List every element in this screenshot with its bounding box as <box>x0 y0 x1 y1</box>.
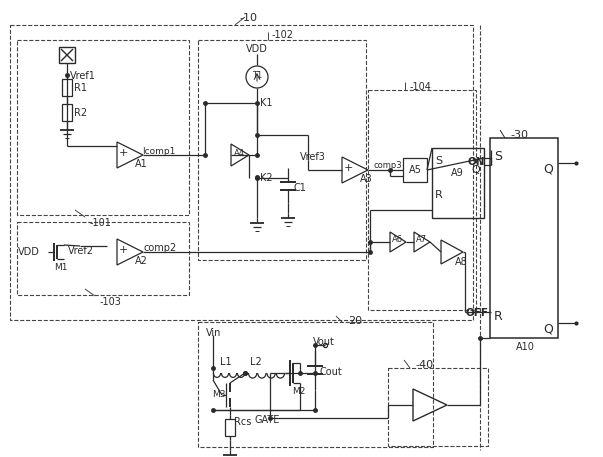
Text: ON: ON <box>467 157 484 167</box>
Bar <box>62 104 72 121</box>
Text: comp2: comp2 <box>143 243 176 253</box>
Bar <box>59 47 75 63</box>
Text: R1: R1 <box>74 83 87 93</box>
Bar <box>17 40 189 215</box>
Text: K1: K1 <box>260 98 273 108</box>
Text: Q: Q <box>471 165 480 175</box>
Text: VDD: VDD <box>246 44 268 54</box>
Bar <box>388 368 488 446</box>
Text: S: S <box>494 150 502 163</box>
Text: Vin: Vin <box>206 328 221 338</box>
Text: A7: A7 <box>415 235 426 244</box>
Text: Vout: Vout <box>313 337 335 347</box>
Bar <box>198 40 366 260</box>
Text: K2: K2 <box>260 173 273 183</box>
Text: M1: M1 <box>54 263 68 272</box>
Text: L2: L2 <box>250 357 262 367</box>
Text: Q: Q <box>543 163 553 176</box>
Bar <box>432 148 484 218</box>
Bar <box>10 25 473 320</box>
Text: A8: A8 <box>455 257 468 267</box>
Text: A9: A9 <box>450 168 463 178</box>
Text: -40: -40 <box>415 360 433 370</box>
Text: -30: -30 <box>510 130 528 140</box>
Bar <box>62 79 72 96</box>
Text: Vref3: Vref3 <box>300 152 326 162</box>
Bar <box>368 90 476 310</box>
Text: T1: T1 <box>252 71 262 80</box>
Text: A6: A6 <box>391 235 403 244</box>
Text: Vref1: Vref1 <box>70 71 96 81</box>
Text: R: R <box>435 190 443 200</box>
Text: M3: M3 <box>212 390 226 399</box>
Text: +: + <box>343 163 353 173</box>
Text: L1: L1 <box>220 357 232 367</box>
Text: A1: A1 <box>135 159 148 169</box>
Text: R2: R2 <box>74 108 87 118</box>
Text: A3: A3 <box>360 174 373 184</box>
Text: -102: -102 <box>272 30 294 40</box>
Text: Vref2: Vref2 <box>68 246 94 256</box>
Bar <box>17 222 189 295</box>
Text: A4: A4 <box>233 149 244 158</box>
Text: Rcs: Rcs <box>234 417 251 427</box>
Text: Q: Q <box>543 323 553 336</box>
Text: 20: 20 <box>348 316 362 326</box>
Text: OFF: OFF <box>466 308 489 318</box>
Text: C1: C1 <box>293 183 306 193</box>
Text: Cout: Cout <box>319 367 342 377</box>
Text: R: R <box>494 310 503 323</box>
Text: -104: -104 <box>410 82 432 92</box>
Text: S: S <box>435 156 442 166</box>
Text: +: + <box>118 148 128 158</box>
Text: Icomp1: Icomp1 <box>142 147 175 156</box>
Text: +: + <box>118 245 128 255</box>
Text: M2: M2 <box>292 387 305 396</box>
Text: -101: -101 <box>90 218 112 228</box>
Text: -103: -103 <box>100 297 122 307</box>
Bar <box>403 158 427 182</box>
Text: A10: A10 <box>516 342 534 352</box>
Text: -10: -10 <box>239 13 257 23</box>
Text: A5: A5 <box>409 165 421 175</box>
Bar <box>198 322 433 447</box>
Bar <box>225 419 235 436</box>
Bar <box>490 138 558 338</box>
Text: GATE: GATE <box>254 415 280 425</box>
Text: comp3: comp3 <box>373 161 402 170</box>
Text: A2: A2 <box>135 256 148 266</box>
Text: VDD: VDD <box>18 247 40 257</box>
